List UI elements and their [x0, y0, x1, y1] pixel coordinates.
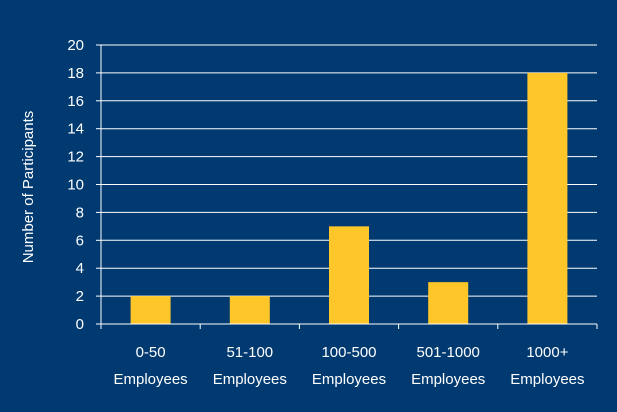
y-axis-title: Number of Participants [20, 111, 37, 264]
x-category-label: 0-50 [136, 344, 166, 361]
bar [229, 296, 270, 324]
x-category-label: Employees [411, 371, 485, 388]
bar [527, 72, 568, 325]
x-category-label: Employees [510, 371, 584, 388]
x-category-label: Employees [113, 371, 187, 388]
x-category-label: 51-100 [226, 344, 273, 361]
y-tick-label: 14 [67, 121, 84, 138]
y-tick-label: 4 [76, 260, 84, 277]
x-category-label: Employees [312, 371, 386, 388]
y-tick-label: 2 [76, 288, 84, 305]
x-category-label: 1000+ [526, 344, 568, 361]
y-tick-label: 18 [67, 65, 84, 82]
y-tick-label: 8 [76, 204, 84, 221]
bar [329, 226, 369, 324]
x-category-label: 100-500 [321, 344, 376, 361]
y-tick-label: 0 [76, 316, 84, 333]
bar [130, 296, 171, 324]
x-category-labels: 0-50 Employees 51-100 Employees 100-500 Emplo… [113, 344, 584, 388]
y-tick-labels: 0 2 4 6 8 10 12 14 16 18 20 [67, 37, 84, 333]
y-tick-label: 10 [67, 177, 84, 194]
x-category-label: 501-1000 [416, 344, 479, 361]
y-tick-label: 6 [76, 232, 84, 249]
bars [130, 72, 568, 325]
y-tick-label: 20 [67, 37, 84, 54]
axes [96, 44, 598, 329]
gridlines [101, 44, 597, 297]
y-tick-label: 16 [67, 93, 84, 110]
bar [428, 282, 469, 324]
x-category-label: Employees [213, 371, 287, 388]
y-tick-label: 12 [67, 149, 84, 166]
